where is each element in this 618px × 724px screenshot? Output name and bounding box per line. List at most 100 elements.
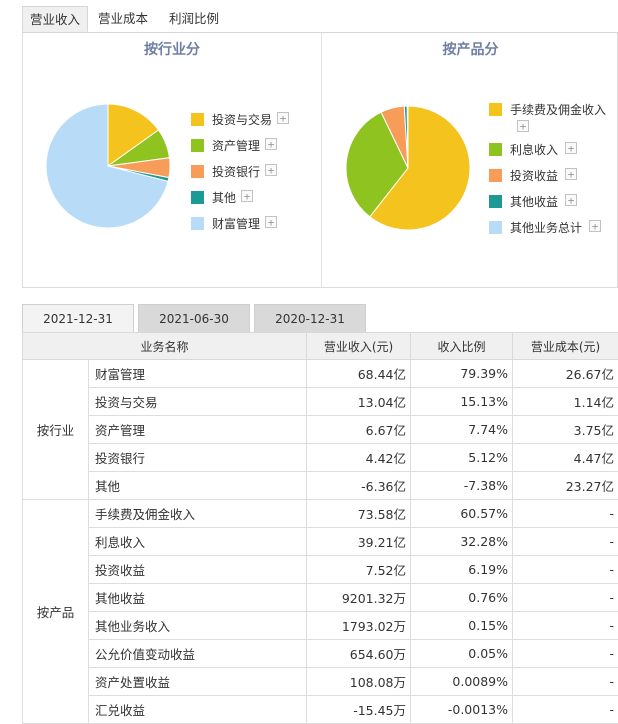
revenue-cell: -15.45万 [307, 696, 411, 724]
ratio-cell: 7.74% [411, 416, 513, 444]
legend-label: 手续费及佣金收入 [510, 101, 606, 118]
cost-cell: - [513, 696, 618, 724]
ratio-cell: 0.76% [411, 584, 513, 612]
revenue-cell: 1793.02万 [307, 612, 411, 640]
tab-cost[interactable]: 营业成本 [90, 6, 156, 32]
header-cost: 营业成本(元) [513, 333, 618, 360]
table-row: 其他-6.36亿-7.38%23.27亿 [23, 472, 618, 500]
legend-label: 其他业务总计 [510, 219, 582, 236]
tab-date-2021-06-30[interactable]: 2021-06-30 [138, 304, 250, 332]
ratio-cell: 0.0089% [411, 668, 513, 696]
expand-plus-icon[interactable]: + [589, 220, 601, 232]
expand-plus-icon[interactable]: + [265, 164, 277, 176]
tab-date-2021-12-31[interactable]: 2021-12-31 [22, 304, 134, 333]
ratio-cell: 60.57% [411, 500, 513, 528]
legend-swatch [489, 103, 502, 116]
name-cell: 其他业务收入 [89, 612, 307, 640]
expand-plus-icon[interactable]: + [241, 190, 253, 202]
product-pie-chart [343, 103, 473, 233]
revenue-cell: 4.42亿 [307, 444, 411, 472]
legend-label: 资产管理 [212, 137, 260, 154]
ratio-cell: 5.12% [411, 444, 513, 472]
cost-cell: - [513, 528, 618, 556]
expand-plus-icon[interactable]: + [517, 120, 529, 132]
expand-plus-icon[interactable]: + [277, 112, 289, 124]
revenue-cell: 68.44亿 [307, 360, 411, 388]
tab-date-2020-12-31[interactable]: 2020-12-31 [254, 304, 366, 332]
cost-cell: 26.67亿 [513, 360, 618, 388]
name-cell: 资产处置收益 [89, 668, 307, 696]
revenue-cell: 39.21亿 [307, 528, 411, 556]
group-label: 按产品 [23, 500, 89, 724]
legend-label: 其他收益 [510, 193, 558, 210]
expand-plus-icon[interactable]: + [565, 168, 577, 180]
cost-cell: 1.14亿 [513, 388, 618, 416]
legend-swatch [191, 113, 204, 126]
header-revenue-ratio: 收入比例 [411, 333, 513, 360]
cost-cell: - [513, 668, 618, 696]
legend-swatch [191, 139, 204, 152]
revenue-cell: 9201.32万 [307, 584, 411, 612]
legend-swatch [489, 143, 502, 156]
ratio-cell: 15.13% [411, 388, 513, 416]
name-cell: 投资与交易 [89, 388, 307, 416]
revenue-cell: 13.04亿 [307, 388, 411, 416]
legend-swatch [191, 165, 204, 178]
legend-label: 其他 [212, 189, 236, 206]
expand-plus-icon[interactable]: + [265, 138, 277, 150]
revenue-cell: 7.52亿 [307, 556, 411, 584]
revenue-cell: -6.36亿 [307, 472, 411, 500]
charts-panel: 按行业分 投资与交易 + 资产管理 + 投资银行 + 其他 + 财富管理 + 按 [22, 33, 618, 288]
ratio-cell: -0.0013% [411, 696, 513, 724]
legend-label: 投资银行 [212, 163, 260, 180]
legend-swatch [489, 221, 502, 234]
expand-plus-icon[interactable]: + [565, 142, 577, 154]
expand-plus-icon[interactable]: + [265, 216, 277, 228]
date-tab-bar: 2021-12-31 2021-06-30 2020-12-31 [22, 304, 618, 333]
name-cell: 其他收益 [89, 584, 307, 612]
legend-label: 投资与交易 [212, 111, 272, 128]
tab-profit-ratio[interactable]: 利润比例 [160, 6, 228, 32]
revenue-cell: 73.58亿 [307, 500, 411, 528]
cost-cell: - [513, 556, 618, 584]
cost-cell: - [513, 584, 618, 612]
table-header-row: 业务名称 营业收入(元) 收入比例 营业成本(元) [23, 333, 618, 360]
legend-label: 财富管理 [212, 215, 260, 232]
ratio-cell: 6.19% [411, 556, 513, 584]
legend-swatch [489, 195, 502, 208]
ratio-cell: 79.39% [411, 360, 513, 388]
name-cell: 利息收入 [89, 528, 307, 556]
revenue-cell: 108.08万 [307, 668, 411, 696]
product-chart-title: 按产品分 [322, 39, 618, 59]
header-revenue: 营业收入(元) [307, 333, 411, 360]
tab-revenue[interactable]: 营业收入 [22, 6, 88, 32]
cost-cell: - [513, 612, 618, 640]
legend-swatch [191, 191, 204, 204]
revenue-cell: 654.60万 [307, 640, 411, 668]
group-label: 按行业 [23, 360, 89, 500]
name-cell: 资产管理 [89, 416, 307, 444]
name-cell: 投资收益 [89, 556, 307, 584]
legend-swatch [489, 169, 502, 182]
expand-plus-icon[interactable]: + [565, 194, 577, 206]
cost-cell: 3.75亿 [513, 416, 618, 444]
cost-cell: 4.47亿 [513, 444, 618, 472]
cost-cell: - [513, 500, 618, 528]
ratio-cell: 0.05% [411, 640, 513, 668]
legend-label: 投资收益 [510, 167, 558, 184]
legend-label: 利息收入 [510, 141, 558, 158]
name-cell: 其他 [89, 472, 307, 500]
industry-chart-title: 按行业分 [23, 39, 321, 59]
panel-divider [321, 33, 322, 288]
